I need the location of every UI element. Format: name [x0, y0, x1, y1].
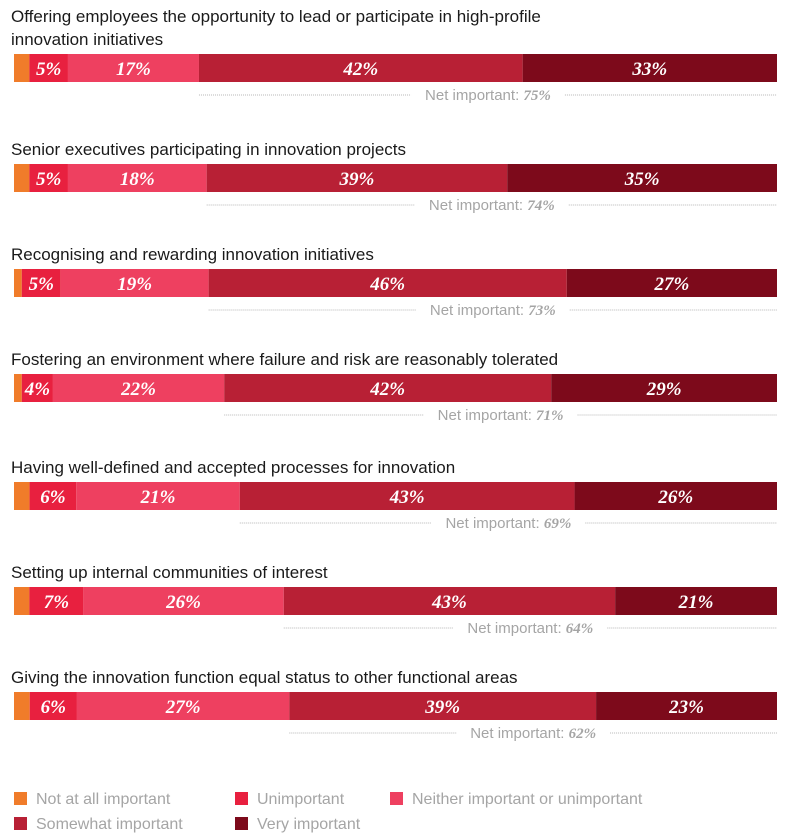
stacked-bar-chart: Offering employees the opportunity to le… — [0, 0, 785, 790]
legend-item-not-at-all-important: Not at all important — [14, 791, 170, 809]
legend-label: Neither important or unimportant — [412, 791, 642, 808]
question-title: Setting up internal communities of inter… — [11, 563, 328, 582]
legend-label: Not at all important — [36, 791, 170, 808]
net-important-label: Net important: 64% — [467, 620, 593, 637]
data-label: 46% — [369, 274, 405, 295]
data-label: 17% — [116, 59, 151, 80]
bar-segment — [14, 587, 29, 615]
legend-item-very-important: Very important — [235, 816, 360, 834]
legend-swatch — [235, 817, 248, 830]
data-label: 5% — [29, 274, 54, 295]
legend-label: Very important — [257, 816, 360, 833]
net-important-label: Net important: 74% — [429, 197, 555, 214]
question-title: Having well-defined and accepted process… — [11, 458, 455, 477]
data-label: 6% — [40, 487, 65, 508]
data-label: 26% — [657, 487, 693, 508]
bar-segment — [14, 164, 29, 192]
legend-swatch — [14, 817, 27, 830]
question-title: Fostering an environment where failure a… — [11, 350, 558, 369]
legend-swatch — [14, 792, 27, 805]
net-important-label: Net important: 75% — [425, 87, 551, 104]
data-label: 23% — [668, 697, 704, 718]
data-label: 26% — [165, 592, 201, 613]
net-important-label: Net important: 62% — [470, 725, 596, 742]
bar-segment — [14, 482, 30, 510]
data-label: 42% — [342, 59, 378, 80]
data-label: 27% — [653, 274, 689, 295]
data-label: 5% — [36, 169, 61, 190]
legend-item-unimportant: Unimportant — [235, 791, 344, 809]
data-label: 6% — [41, 697, 66, 718]
data-label: 33% — [631, 59, 667, 80]
bar-segment — [14, 269, 22, 297]
data-label: 5% — [36, 59, 61, 80]
data-label: 21% — [678, 592, 714, 613]
data-label: 18% — [120, 169, 155, 190]
net-important-label: Net important: 69% — [445, 515, 571, 532]
question-title: Senior executives participating in innov… — [11, 140, 406, 159]
legend-label: Somewhat important — [36, 816, 183, 833]
data-label: 21% — [140, 487, 176, 508]
question-title: Giving the innovation function equal sta… — [11, 668, 518, 687]
bar-segment — [14, 54, 29, 82]
data-label: 22% — [120, 379, 156, 400]
data-label: 43% — [389, 487, 425, 508]
legend-item-somewhat-important: Somewhat important — [14, 816, 183, 834]
data-label: 29% — [646, 379, 682, 400]
legend-item-neither: Neither important or unimportant — [390, 791, 642, 809]
question-title: Recognising and rewarding innovation ini… — [11, 245, 374, 264]
bar-segment — [14, 374, 22, 402]
data-label: 42% — [369, 379, 405, 400]
legend-swatch — [390, 792, 403, 805]
data-label: 39% — [424, 697, 460, 718]
data-label: 39% — [339, 169, 375, 190]
legend-label: Unimportant — [257, 791, 344, 808]
question-title: innovation initiatives — [11, 30, 163, 49]
net-important-label: Net important: 71% — [438, 407, 564, 424]
data-label: 35% — [624, 169, 660, 190]
data-label: 4% — [24, 379, 50, 400]
legend-swatch — [235, 792, 248, 805]
question-title: Offering employees the opportunity to le… — [11, 7, 541, 26]
data-label: 7% — [44, 592, 69, 613]
data-label: 27% — [165, 697, 201, 718]
data-label: 19% — [117, 274, 152, 295]
bar-segment — [14, 692, 30, 720]
data-label: 43% — [431, 592, 467, 613]
net-important-label: Net important: 73% — [430, 302, 556, 319]
